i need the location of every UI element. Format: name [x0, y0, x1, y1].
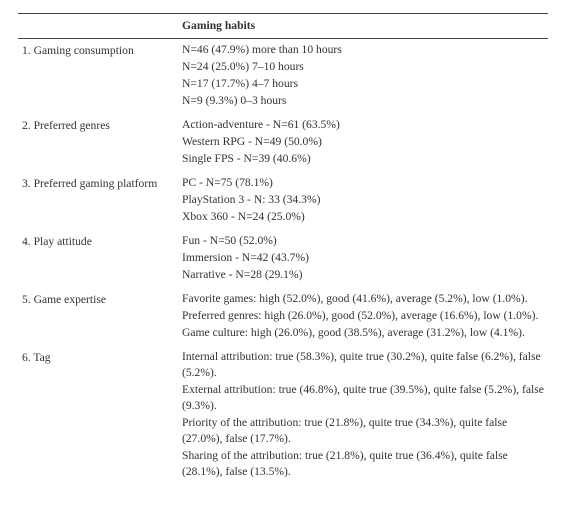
row-item: Single FPS - N=39 (40.6%): [182, 152, 311, 165]
row-label: 1. Gaming consumption: [22, 44, 134, 57]
row-items: Fun - N=50 (52.0%) Immersion - N=42 (43.7…: [182, 233, 548, 284]
table-row: 3. Preferred gaming platform PC - N=75 (7…: [18, 172, 548, 230]
row-item: PlayStation 3 - N: 33 (34.3%): [182, 193, 321, 206]
row-item: Game culture: high (26.0%), good (38.5%)…: [182, 326, 525, 339]
table-body: 1. Gaming consumption N=46 (47.9%) more t…: [18, 39, 548, 485]
row-item: Internal attribution: true (58.3%), quit…: [182, 350, 541, 379]
row-item: Xbox 360 - N=24 (25.0%): [182, 210, 305, 223]
row-label: 5. Game expertise: [22, 293, 107, 306]
row-item: Priority of the attribution: true (21.8%…: [182, 416, 508, 445]
row-item: External attribution: true (46.8%), quit…: [182, 383, 544, 412]
table-title: Gaming habits: [182, 19, 256, 32]
table-row: 5. Game expertise Favorite games: high (5…: [18, 288, 548, 346]
row-item: Preferred genres: high (26.0%), good (52…: [182, 309, 539, 322]
row-item: PC - N=75 (78.1%): [182, 176, 273, 189]
row-item: Western RPG - N=49 (50.0%): [182, 135, 322, 148]
row-item: Sharing of the attribution: true (21.8%)…: [182, 449, 508, 478]
table-row: 2. Preferred genres Action-adventure - N=…: [18, 114, 548, 172]
row-item: N=46 (47.9%) more than 10 hours: [182, 43, 342, 56]
top-rule: [18, 13, 548, 14]
row-label: 3. Preferred gaming platform: [22, 177, 158, 190]
row-item: N=17 (17.7%) 4–7 hours: [182, 77, 299, 90]
row-label: 2. Preferred genres: [22, 119, 110, 132]
row-item: Narrative - N=28 (29.1%): [182, 268, 303, 281]
row-items: Action-adventure - N=61 (63.5%) Western R…: [182, 117, 548, 168]
row-item: N=24 (25.0%) 7–10 hours: [182, 60, 304, 73]
row-items: N=46 (47.9%) more than 10 hours N=24 (25.…: [182, 42, 548, 110]
row-item: N=9 (9.3%) 0–3 hours: [182, 94, 287, 107]
row-item: Immersion - N=42 (43.7%): [182, 251, 309, 264]
row-label: 4. Play attitude: [22, 235, 92, 248]
table-row: 6. Tag Internal attribution: true (58.3%)…: [18, 346, 548, 485]
row-items: Favorite games: high (52.0%), good (41.6…: [182, 291, 548, 342]
row-items: PC - N=75 (78.1%) PlayStation 3 - N: 33 (…: [182, 175, 548, 226]
table-row: 1. Gaming consumption N=46 (47.9%) more t…: [18, 39, 548, 114]
row-label: 6. Tag: [22, 351, 51, 364]
row-items: Internal attribution: true (58.3%), quit…: [182, 349, 548, 481]
row-item: Action-adventure - N=61 (63.5%): [182, 118, 340, 131]
row-item: Fun - N=50 (52.0%): [182, 234, 277, 247]
table: Gaming habits 1. Gaming consumption N=46 …: [18, 13, 548, 485]
table-row: 4. Play attitude Fun - N=50 (52.0%) Immers…: [18, 230, 548, 288]
header-spacer: [18, 19, 182, 32]
header: Gaming habits: [18, 14, 548, 39]
row-item: Favorite games: high (52.0%), good (41.6…: [182, 292, 528, 305]
